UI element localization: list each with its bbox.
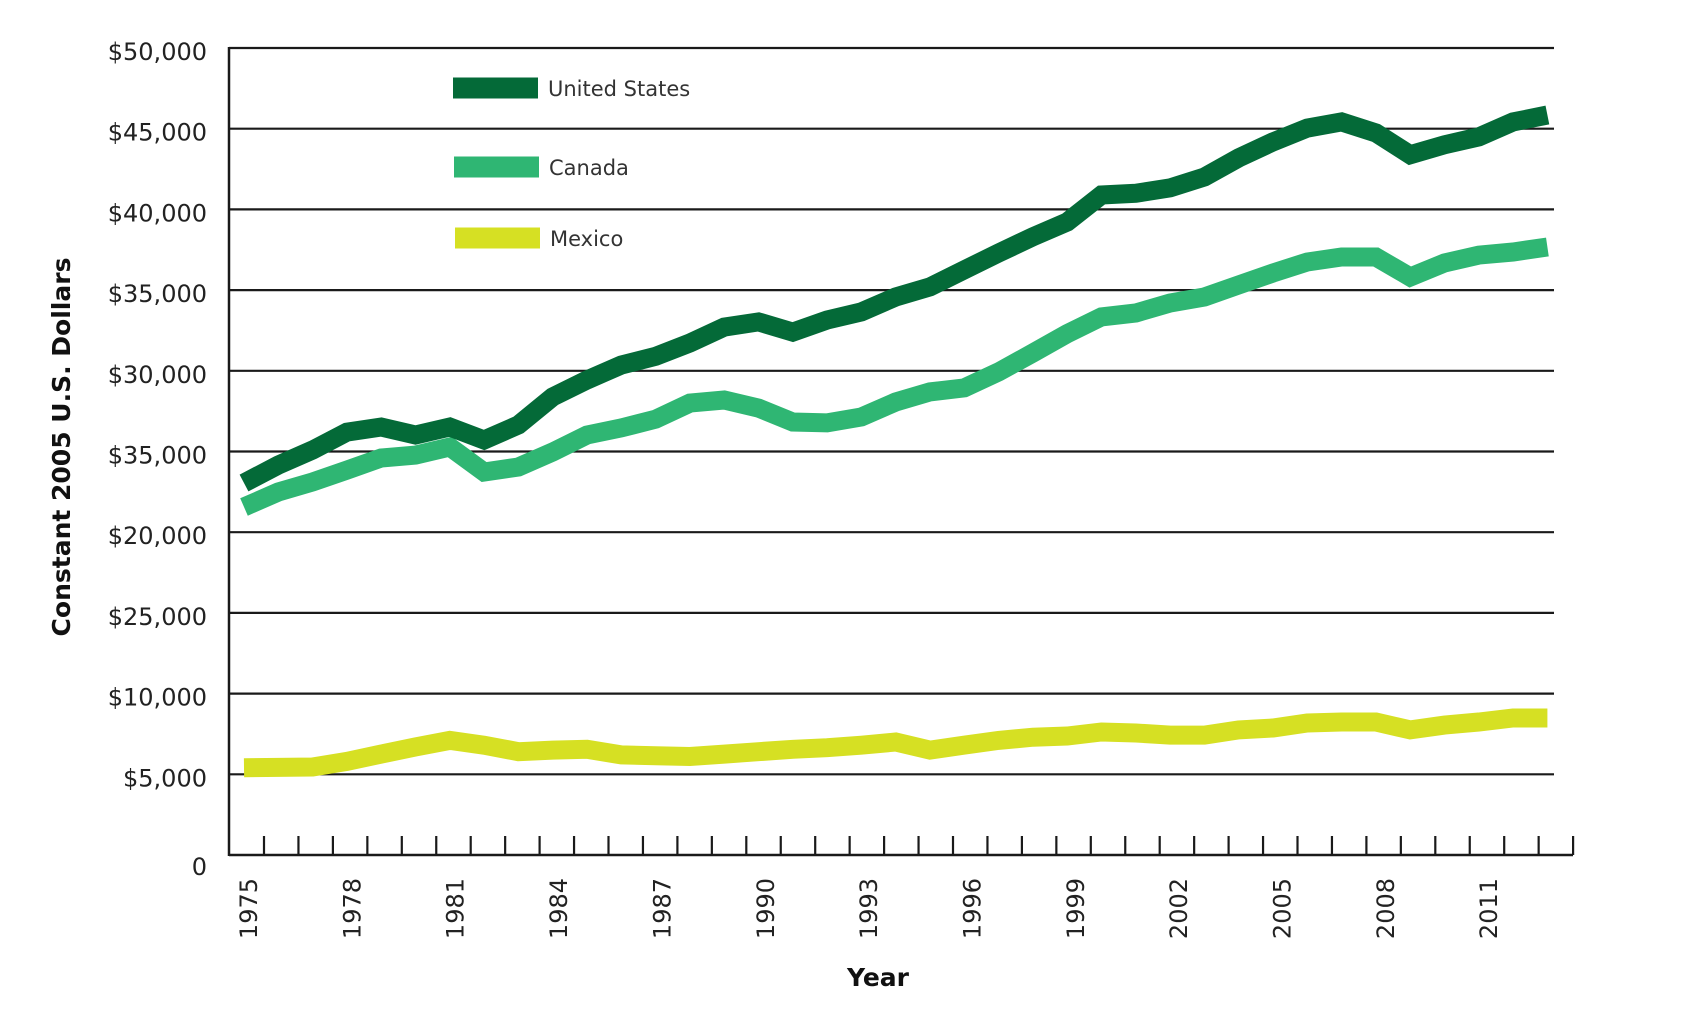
legend-label: Mexico bbox=[550, 227, 623, 251]
x-tick-label: 2008 bbox=[1372, 878, 1400, 939]
y-tick-label: $50,000 bbox=[108, 38, 207, 66]
legend-swatch-canada bbox=[454, 156, 539, 178]
x-tick-label: 1999 bbox=[1062, 878, 1090, 939]
legend-label: United States bbox=[548, 77, 690, 101]
legend-swatch-mexico bbox=[455, 227, 540, 249]
x-tick-label: 1975 bbox=[235, 878, 263, 939]
legend-swatch-united-states bbox=[453, 77, 538, 99]
axes bbox=[227, 47, 1573, 857]
y-tick-label: $35,000 bbox=[108, 442, 207, 470]
series-line-mexico bbox=[243, 708, 1548, 778]
x-tick-label: 1990 bbox=[752, 878, 780, 939]
x-axis-title: Year bbox=[846, 963, 910, 992]
series-line-united-states bbox=[239, 105, 1550, 492]
y-tick-label: $45,000 bbox=[108, 119, 207, 147]
x-tick-label: 1984 bbox=[545, 878, 573, 939]
x-tick-label: 1978 bbox=[338, 878, 366, 939]
legend: United States Canada Mexico bbox=[453, 77, 690, 251]
y-tick-label: $30,000 bbox=[108, 361, 207, 389]
gridlines bbox=[229, 46, 1554, 776]
x-axis-ticks bbox=[262, 836, 1575, 855]
x-tick-label: 1996 bbox=[958, 878, 986, 939]
x-tick-label: 2011 bbox=[1475, 878, 1503, 939]
y-tick-label: $5,000 bbox=[123, 764, 207, 792]
y-axis-title: Constant 2005 U.S. Dollars bbox=[47, 258, 76, 637]
y-tick-label: $20,000 bbox=[108, 522, 207, 550]
x-tick-label: 2002 bbox=[1165, 878, 1193, 939]
y-tick-label: $25,000 bbox=[108, 603, 207, 631]
x-axis-tick-labels: 1975 1978 1981 1984 1987 1990 1993 1996 1999 2002… bbox=[235, 878, 1503, 939]
x-tick-label: 1981 bbox=[442, 878, 470, 939]
x-tick-label: 2005 bbox=[1269, 878, 1297, 939]
x-tick-label: 1987 bbox=[648, 878, 676, 939]
series-line-canada bbox=[240, 237, 1549, 516]
series-lines bbox=[239, 105, 1550, 778]
y-tick-label: 0 bbox=[192, 853, 207, 881]
x-tick-label: 1993 bbox=[855, 878, 883, 939]
y-tick-label: $35,000 bbox=[108, 280, 207, 308]
y-tick-label: $40,000 bbox=[108, 199, 207, 227]
legend-label: Canada bbox=[549, 156, 629, 180]
y-tick-label: $10,000 bbox=[108, 684, 207, 712]
y-axis-tick-labels: 0 $5,000 $10,000 $25,000 $20,000 $35,000 $30,0… bbox=[108, 38, 207, 881]
